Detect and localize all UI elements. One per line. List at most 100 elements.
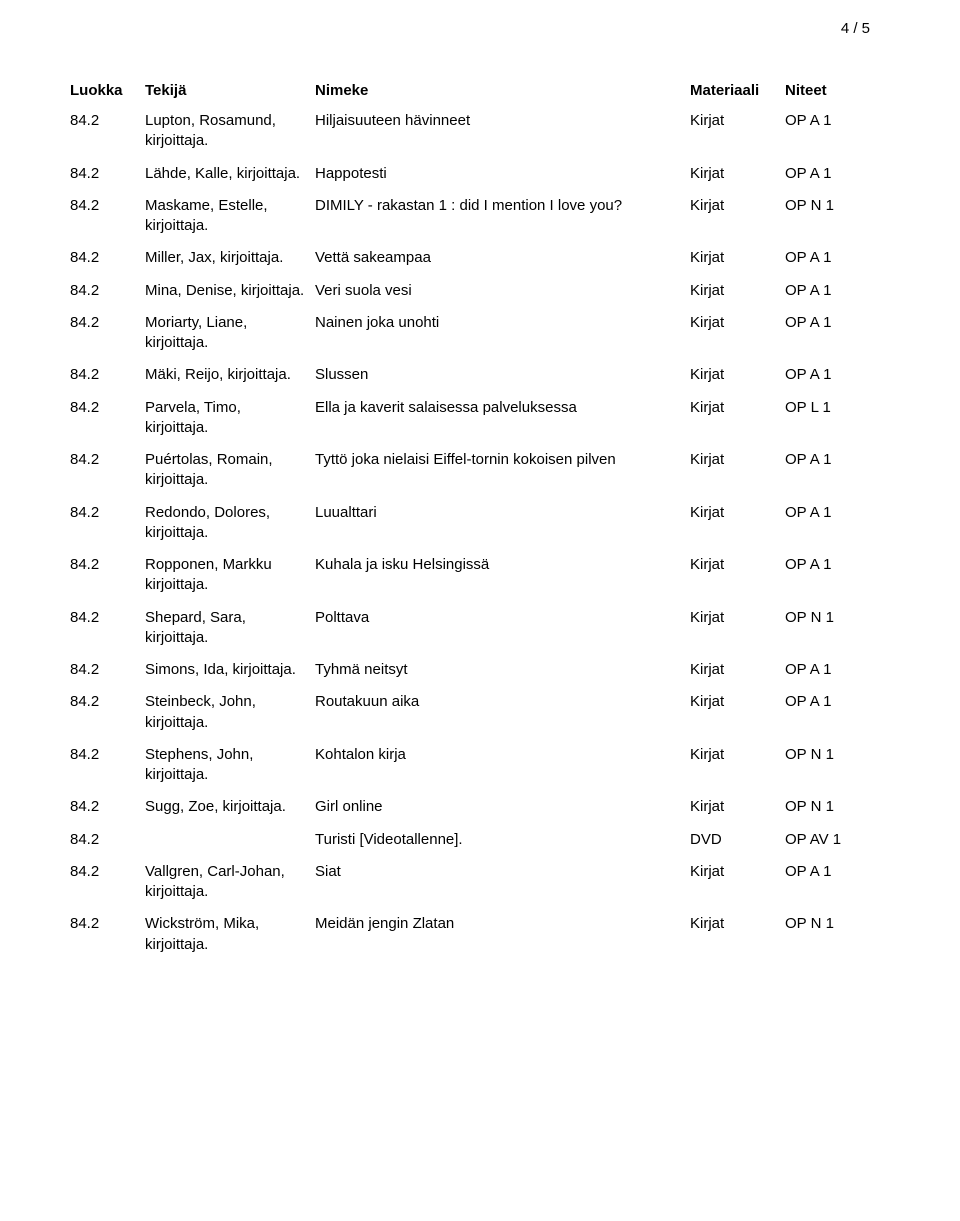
table-row: 84.2Moriarty, Liane, kirjoittaja.Nainen … (70, 313, 870, 354)
cell-niteet: OP N 1 (785, 608, 870, 628)
cell-niteet: OP A 1 (785, 164, 870, 184)
cell-luokka: 84.2 (70, 196, 145, 216)
cell-materiaali: Kirjat (690, 745, 785, 765)
cell-materiaali: Kirjat (690, 797, 785, 817)
cell-nimeke: Tyhmä neitsyt (315, 660, 690, 680)
cell-nimeke: Slussen (315, 365, 690, 385)
table-row: 84.2Ropponen, Markku kirjoittaja.Kuhala … (70, 555, 870, 596)
cell-luokka: 84.2 (70, 555, 145, 575)
cell-luokka: 84.2 (70, 797, 145, 817)
header-materiaali: Materiaali (690, 82, 785, 99)
cell-tekija: Shepard, Sara, kirjoittaja. (145, 608, 315, 649)
cell-tekija: Maskame, Estelle, kirjoittaja. (145, 196, 315, 237)
cell-niteet: OP A 1 (785, 503, 870, 523)
cell-materiaali: Kirjat (690, 450, 785, 470)
cell-niteet: OP A 1 (785, 248, 870, 268)
cell-tekija: Moriarty, Liane, kirjoittaja. (145, 313, 315, 354)
cell-luokka: 84.2 (70, 745, 145, 765)
cell-niteet: OP N 1 (785, 914, 870, 934)
cell-luokka: 84.2 (70, 862, 145, 882)
cell-nimeke: Meidän jengin Zlatan (315, 914, 690, 934)
table-row: 84.2Wickström, Mika, kirjoittaja.Meidän … (70, 914, 870, 955)
cell-luokka: 84.2 (70, 692, 145, 712)
cell-materiaali: Kirjat (690, 248, 785, 268)
cell-materiaali: Kirjat (690, 503, 785, 523)
cell-niteet: OP N 1 (785, 745, 870, 765)
cell-materiaali: Kirjat (690, 692, 785, 712)
cell-nimeke: Veri suola vesi (315, 281, 690, 301)
cell-niteet: OP N 1 (785, 797, 870, 817)
cell-materiaali: Kirjat (690, 660, 785, 680)
cell-tekija: Lähde, Kalle, kirjoittaja. (145, 164, 315, 184)
cell-materiaali: Kirjat (690, 111, 785, 131)
header-nimeke: Nimeke (315, 82, 690, 99)
table-row: 84.2Stephens, John, kirjoittaja.Kohtalon… (70, 745, 870, 786)
table-row: 84.2Parvela, Timo, kirjoittaja.Ella ja k… (70, 398, 870, 439)
cell-materiaali: Kirjat (690, 862, 785, 882)
cell-niteet: OP A 1 (785, 660, 870, 680)
cell-materiaali: Kirjat (690, 365, 785, 385)
cell-nimeke: Turisti [Videotallenne]. (315, 830, 690, 850)
cell-niteet: OP A 1 (785, 450, 870, 470)
table-row: 84.2Steinbeck, John, kirjoittaja.Routaku… (70, 692, 870, 733)
header-luokka: Luokka (70, 82, 145, 99)
header-tekija: Tekijä (145, 82, 315, 99)
page-number: 4 / 5 (841, 20, 870, 37)
cell-tekija: Stephens, John, kirjoittaja. (145, 745, 315, 786)
table-row: 84.2Mina, Denise, kirjoittaja.Veri suola… (70, 281, 870, 301)
cell-nimeke: Polttava (315, 608, 690, 628)
cell-niteet: OP A 1 (785, 281, 870, 301)
cell-luokka: 84.2 (70, 365, 145, 385)
catalog-table: Luokka Tekijä Nimeke Materiaali Niteet 8… (70, 82, 870, 955)
cell-materiaali: Kirjat (690, 398, 785, 418)
cell-tekija: Miller, Jax, kirjoittaja. (145, 248, 315, 268)
table-row: 84.2Redondo, Dolores, kirjoittaja.Luualt… (70, 503, 870, 544)
cell-nimeke: Happotesti (315, 164, 690, 184)
cell-tekija: Steinbeck, John, kirjoittaja. (145, 692, 315, 733)
cell-tekija: Puértolas, Romain, kirjoittaja. (145, 450, 315, 491)
cell-materiaali: Kirjat (690, 196, 785, 216)
table-row: 84.2Lupton, Rosamund, kirjoittaja.Hiljai… (70, 111, 870, 152)
cell-materiaali: Kirjat (690, 914, 785, 934)
cell-nimeke: Vettä sakeampaa (315, 248, 690, 268)
cell-luokka: 84.2 (70, 608, 145, 628)
cell-materiaali: DVD (690, 830, 785, 850)
cell-tekija: Sugg, Zoe, kirjoittaja. (145, 797, 315, 817)
cell-luokka: 84.2 (70, 164, 145, 184)
cell-tekija: Parvela, Timo, kirjoittaja. (145, 398, 315, 439)
cell-tekija: Vallgren, Carl-Johan, kirjoittaja. (145, 862, 315, 903)
header-niteet: Niteet (785, 82, 870, 99)
cell-tekija: Wickström, Mika, kirjoittaja. (145, 914, 315, 955)
cell-luokka: 84.2 (70, 313, 145, 333)
cell-tekija: Simons, Ida, kirjoittaja. (145, 660, 315, 680)
cell-niteet: OP A 1 (785, 692, 870, 712)
cell-niteet: OP A 1 (785, 313, 870, 333)
table-row: 84.2Mäki, Reijo, kirjoittaja.SlussenKirj… (70, 365, 870, 385)
cell-luokka: 84.2 (70, 398, 145, 418)
cell-niteet: OP N 1 (785, 196, 870, 216)
cell-materiaali: Kirjat (690, 281, 785, 301)
table-row: 84.2Shepard, Sara, kirjoittaja.PolttavaK… (70, 608, 870, 649)
cell-luokka: 84.2 (70, 914, 145, 934)
table-row: 84.2Vallgren, Carl-Johan, kirjoittaja.Si… (70, 862, 870, 903)
table-row: 84.2Lähde, Kalle, kirjoittaja.Happotesti… (70, 164, 870, 184)
cell-luokka: 84.2 (70, 660, 145, 680)
cell-nimeke: Siat (315, 862, 690, 882)
cell-tekija: Redondo, Dolores, kirjoittaja. (145, 503, 315, 544)
table-header-row: Luokka Tekijä Nimeke Materiaali Niteet (70, 82, 870, 99)
table-row: 84.2Puértolas, Romain, kirjoittaja.Tyttö… (70, 450, 870, 491)
cell-luokka: 84.2 (70, 281, 145, 301)
cell-nimeke: Nainen joka unohti (315, 313, 690, 333)
cell-tekija: Lupton, Rosamund, kirjoittaja. (145, 111, 315, 152)
cell-materiaali: Kirjat (690, 608, 785, 628)
table-row: 84.2Simons, Ida, kirjoittaja.Tyhmä neits… (70, 660, 870, 680)
cell-nimeke: Ella ja kaverit salaisessa palveluksessa (315, 398, 690, 418)
document-page: 4 / 5 Luokka Tekijä Nimeke Materiaali Ni… (0, 0, 960, 1221)
cell-nimeke: Kuhala ja isku Helsingissä (315, 555, 690, 575)
table-row: 84.2Maskame, Estelle, kirjoittaja.DIMILY… (70, 196, 870, 237)
cell-niteet: OP A 1 (785, 862, 870, 882)
cell-tekija: Mäki, Reijo, kirjoittaja. (145, 365, 315, 385)
cell-luokka: 84.2 (70, 248, 145, 268)
cell-nimeke: Kohtalon kirja (315, 745, 690, 765)
table-row: 84.2Turisti [Videotallenne].DVDOP AV 1 (70, 830, 870, 850)
